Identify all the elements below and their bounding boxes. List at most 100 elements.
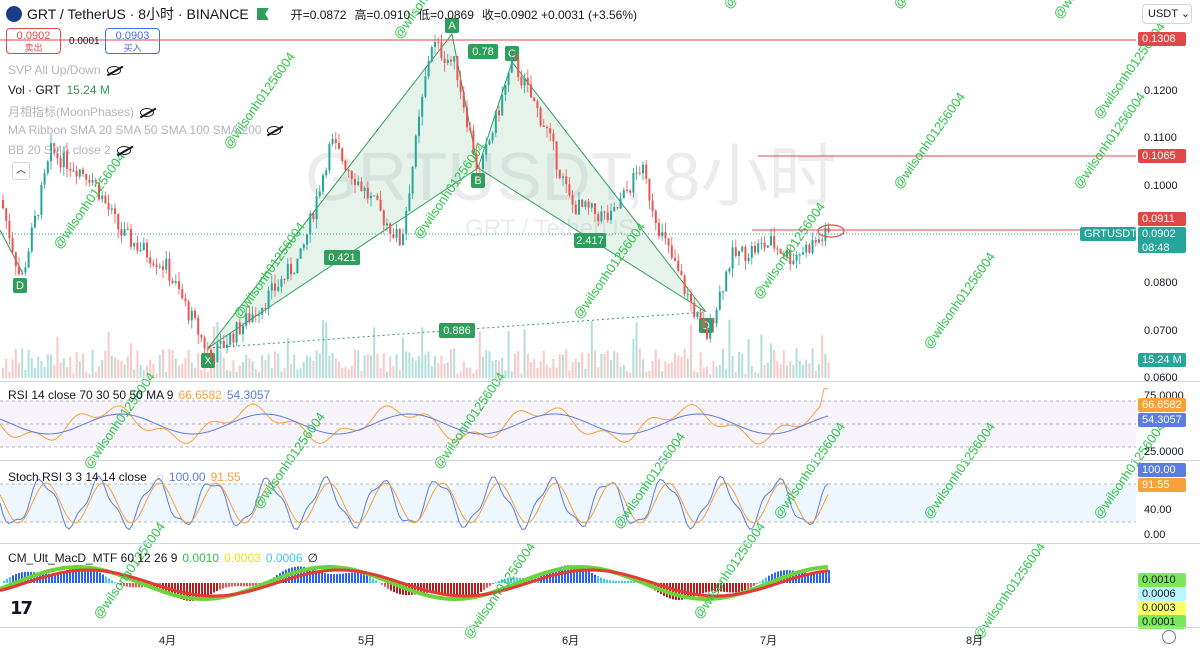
macd-histogram-bar bbox=[573, 565, 575, 583]
candle-body bbox=[94, 180, 97, 183]
volume-bar bbox=[270, 368, 273, 378]
resistance-label-2: 0.1065 bbox=[1138, 149, 1186, 163]
macd-histogram-bar bbox=[507, 578, 509, 583]
macd-histogram-bar bbox=[348, 572, 350, 583]
macd-histogram-bar bbox=[597, 576, 599, 583]
stoch-tick: 40.00 bbox=[1144, 504, 1172, 516]
eye-hidden-icon[interactable] bbox=[106, 66, 121, 76]
symbol-title[interactable]: GRT / TetherUS · 8小时 · BINANCE bbox=[27, 6, 249, 22]
indicator-ma-ribbon[interactable]: MA Ribbon SMA 20 SMA 50 SMA 100 SMA 200 bbox=[8, 123, 282, 137]
candle-body bbox=[149, 257, 152, 264]
eye-hidden-icon[interactable] bbox=[140, 108, 155, 118]
volume-bar bbox=[56, 337, 59, 378]
volume-bar bbox=[139, 365, 142, 378]
volume-bar bbox=[542, 350, 545, 378]
buy-button[interactable]: 0.0903 买入 bbox=[105, 28, 160, 54]
indicator-moonphases[interactable]: 月相指标(MoonPhases) bbox=[8, 103, 155, 120]
macd-histogram-bar bbox=[21, 572, 23, 583]
candle-body bbox=[123, 228, 126, 236]
volume-bar bbox=[482, 356, 484, 378]
macd-histogram-bar bbox=[342, 573, 344, 583]
collapse-indicators-button[interactable]: ︿ bbox=[12, 162, 30, 180]
settings-icon[interactable] bbox=[1162, 630, 1176, 644]
volume-bar bbox=[722, 348, 724, 378]
volume-bar bbox=[555, 367, 558, 378]
candle-body bbox=[536, 101, 539, 109]
macd-histogram-bar bbox=[579, 567, 581, 583]
tradingview-logo[interactable]: 17 bbox=[10, 598, 33, 619]
ticker-label: GRTUSDT bbox=[1080, 227, 1137, 241]
candle-body bbox=[744, 246, 747, 262]
macd-histogram-bar bbox=[777, 571, 779, 583]
candle-body bbox=[11, 238, 14, 253]
price-tick: 0.0800 bbox=[1144, 277, 1178, 289]
pattern-label-bg bbox=[505, 46, 519, 61]
eye-hidden-icon[interactable] bbox=[267, 126, 282, 136]
candle-body bbox=[504, 85, 507, 96]
flag-icon[interactable] bbox=[256, 8, 269, 20]
macd-histogram-bar bbox=[345, 573, 347, 583]
volume-bar bbox=[354, 349, 356, 378]
candle-body bbox=[37, 215, 40, 217]
candle-body bbox=[366, 187, 369, 199]
volume-bar bbox=[808, 363, 811, 378]
macd-histogram-bar bbox=[108, 578, 110, 583]
macd-histogram-bar bbox=[372, 578, 374, 583]
candle-body bbox=[814, 240, 817, 243]
macd-histogram-bar bbox=[462, 583, 464, 599]
volume-bar bbox=[734, 372, 737, 378]
candle-body bbox=[437, 42, 440, 44]
eye-hidden-icon[interactable] bbox=[116, 146, 131, 156]
macd-histogram-bar bbox=[621, 580, 623, 583]
rsi-tick: 25.0000 bbox=[1144, 446, 1184, 458]
spread-value: 0.0001 bbox=[69, 36, 100, 47]
pane-separator[interactable] bbox=[0, 543, 1200, 544]
volume-bar bbox=[539, 360, 542, 378]
candle-body bbox=[523, 77, 526, 86]
rsi-label[interactable]: RSI 14 close 70 30 50 50 MA 9 66.6582 54.3… bbox=[8, 388, 270, 402]
refresh-icon[interactable]: ◌ bbox=[156, 470, 164, 484]
indicator-svp[interactable]: SVP All Up/Down bbox=[8, 63, 121, 77]
candle-body bbox=[430, 46, 433, 62]
volume-bar bbox=[107, 332, 110, 378]
indicator-volume[interactable]: Vol · GRT 15.24 M bbox=[8, 83, 110, 97]
macd-histogram-bar bbox=[207, 583, 209, 596]
candle-body bbox=[491, 133, 494, 141]
pane-separator[interactable] bbox=[0, 381, 1200, 382]
volume-bar bbox=[357, 350, 360, 378]
candle-body bbox=[181, 289, 184, 299]
macd-histogram-bar bbox=[693, 583, 695, 597]
sell-button[interactable]: 0.0902 卖出 bbox=[6, 28, 61, 54]
candle-body bbox=[651, 200, 654, 211]
volume-bar bbox=[798, 361, 801, 378]
volume-bar bbox=[34, 368, 36, 378]
macd-histogram-bar bbox=[606, 579, 608, 583]
indicator-bb[interactable]: BB 20 SMA close 2 bbox=[8, 143, 131, 157]
candle-body bbox=[50, 143, 52, 162]
candle-body bbox=[184, 298, 187, 302]
volume-bar bbox=[165, 371, 168, 378]
candle-body bbox=[517, 58, 520, 78]
stoch-label[interactable]: Stoch RSI 3 3 14 14 close ◌ 100.00 91.55 bbox=[8, 470, 241, 484]
volume-bar bbox=[50, 354, 52, 378]
volume-bar bbox=[30, 358, 33, 378]
volume-bar bbox=[757, 373, 760, 378]
macd-histogram-bar bbox=[633, 581, 635, 583]
volume-bar bbox=[690, 324, 692, 378]
pattern-label: A bbox=[448, 20, 456, 32]
volume-bar bbox=[2, 367, 4, 378]
macd-histogram-bar bbox=[456, 583, 458, 599]
volume-bar bbox=[258, 372, 260, 378]
candle-body bbox=[62, 150, 65, 168]
macd-label[interactable]: CM_Ult_MacD_MTF 60 12 26 9 0.0010 0.0003 0.… bbox=[8, 551, 318, 565]
macd-histogram-bar bbox=[87, 567, 89, 583]
currency-selector[interactable]: USDT ⌄ bbox=[1142, 4, 1192, 24]
candle-body bbox=[14, 252, 17, 267]
macd-histogram-bar bbox=[255, 583, 257, 586]
macd-histogram-bar bbox=[483, 583, 485, 590]
macd-histogram-bar bbox=[222, 583, 224, 589]
volume-bar bbox=[523, 329, 526, 378]
pane-separator[interactable] bbox=[0, 460, 1200, 461]
